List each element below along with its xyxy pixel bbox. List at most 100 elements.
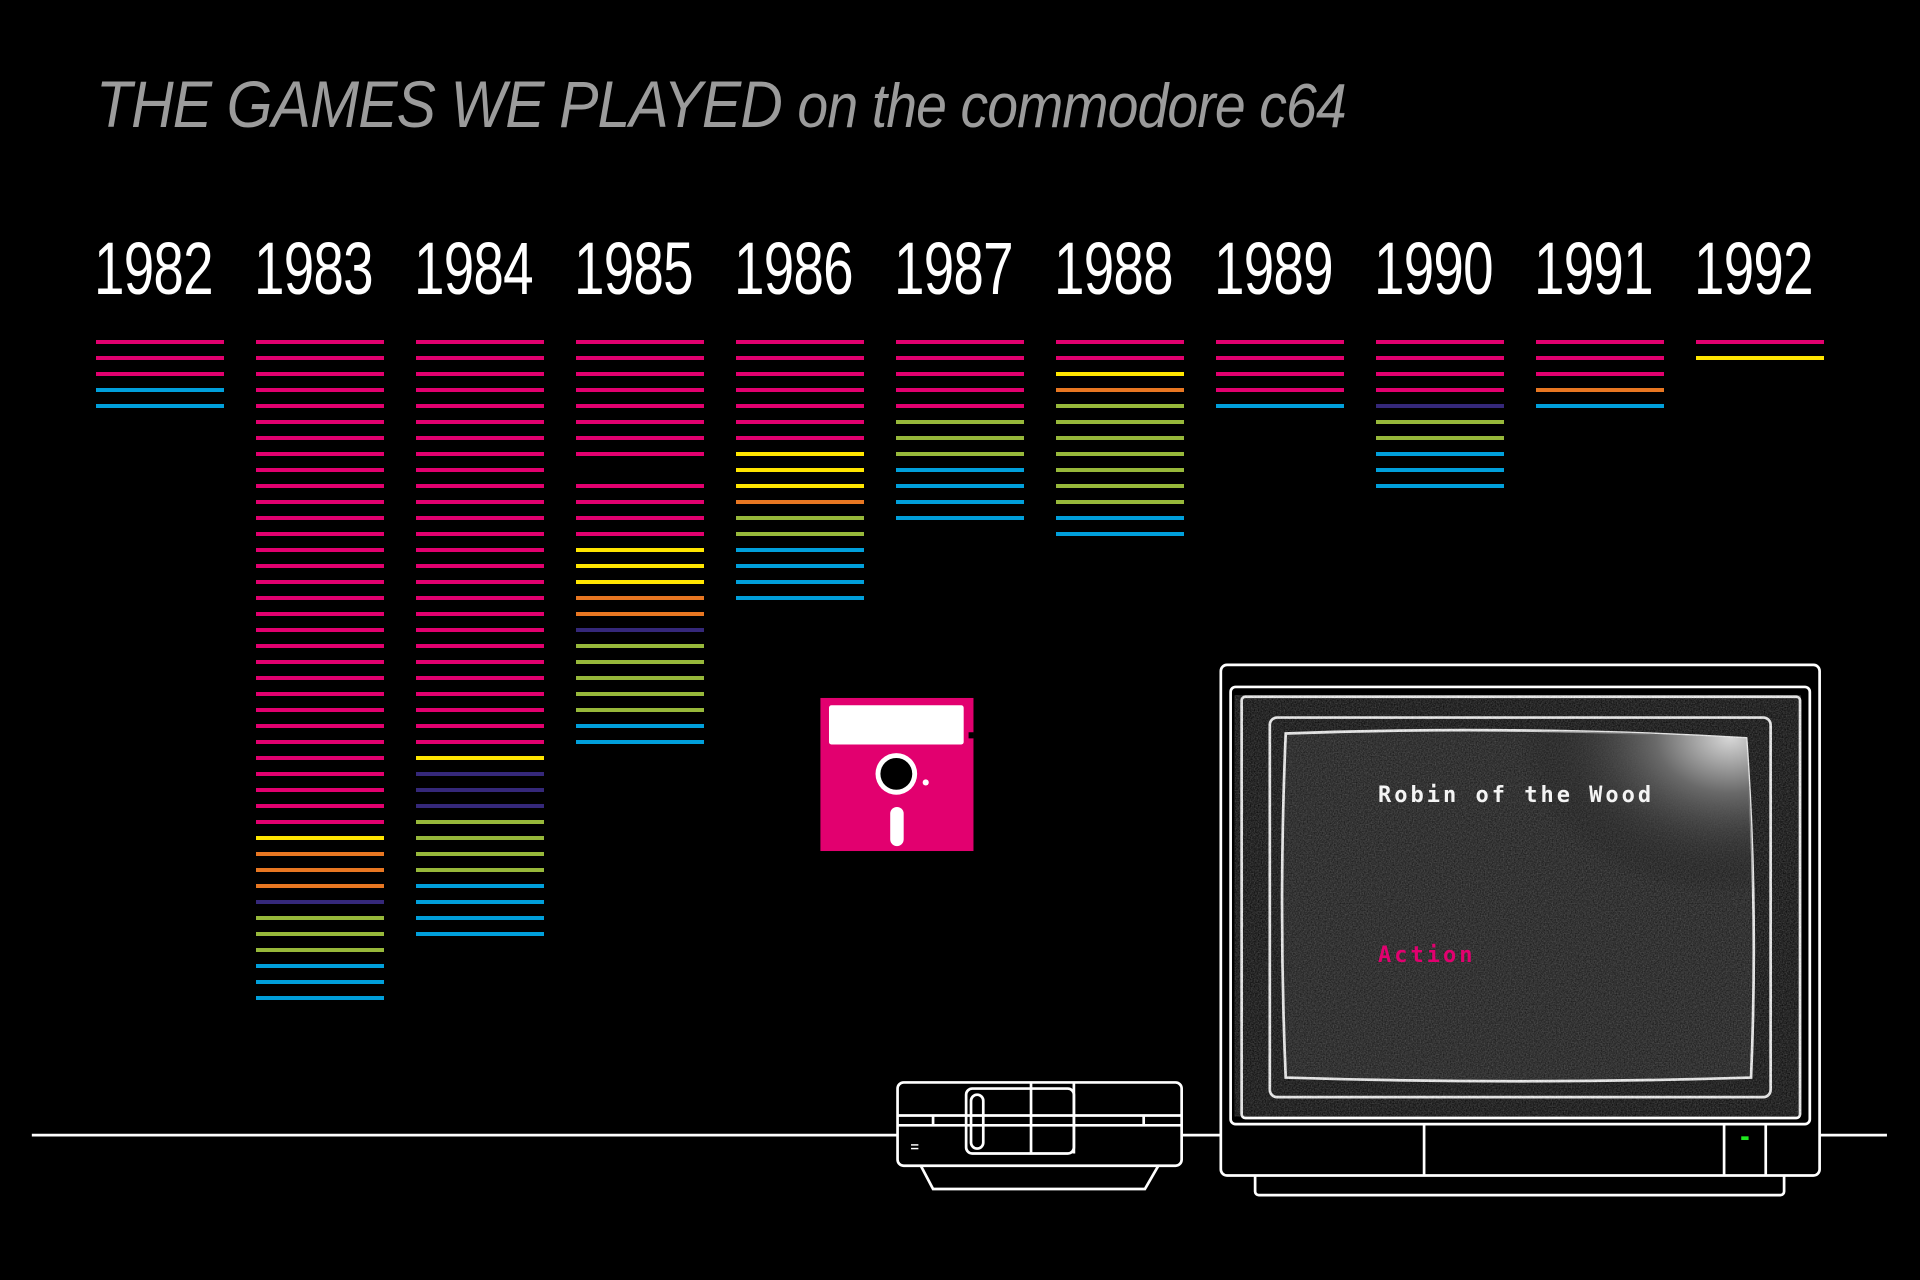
game-line-pink[interactable] [1536, 340, 1664, 344]
game-line-pink[interactable] [96, 356, 224, 360]
game-line-pink[interactable] [416, 692, 544, 696]
game-line-pink[interactable] [256, 404, 384, 408]
game-line-pink[interactable] [416, 644, 544, 648]
game-line-pink[interactable] [256, 452, 384, 456]
game-line-pink[interactable] [256, 692, 384, 696]
game-line-yellow[interactable] [736, 484, 864, 488]
game-line-green[interactable] [1056, 420, 1184, 424]
game-line-pink[interactable] [576, 484, 704, 488]
game-line-pink[interactable] [416, 612, 544, 616]
game-line-indigo[interactable] [416, 788, 544, 792]
game-line-pink[interactable] [1376, 372, 1504, 376]
game-line-pink[interactable] [1216, 388, 1344, 392]
game-line-green[interactable] [896, 420, 1024, 424]
game-line-cyan[interactable] [256, 964, 384, 968]
game-line-pink[interactable] [416, 420, 544, 424]
game-line-yellow[interactable] [736, 452, 864, 456]
game-line-pink[interactable] [576, 420, 704, 424]
game-line-green[interactable] [576, 676, 704, 680]
game-line-yellow[interactable] [1696, 356, 1824, 360]
game-line-pink[interactable] [256, 564, 384, 568]
game-line-cyan[interactable] [96, 388, 224, 392]
game-line-pink[interactable] [256, 532, 384, 536]
game-line-pink[interactable] [416, 468, 544, 472]
game-line-pink[interactable] [256, 612, 384, 616]
game-line-pink[interactable] [256, 596, 384, 600]
game-line-green[interactable] [416, 820, 544, 824]
game-line-pink[interactable] [416, 500, 544, 504]
game-line-cyan[interactable] [736, 596, 864, 600]
game-line-green[interactable] [1056, 468, 1184, 472]
game-line-pink[interactable] [416, 724, 544, 728]
game-line-pink[interactable] [416, 388, 544, 392]
game-line-pink[interactable] [416, 660, 544, 664]
game-line-pink[interactable] [256, 340, 384, 344]
game-line-pink[interactable] [416, 484, 544, 488]
game-line-green[interactable] [1056, 484, 1184, 488]
game-line-cyan[interactable] [96, 404, 224, 408]
game-line-cyan[interactable] [256, 980, 384, 984]
game-line-green[interactable] [1056, 404, 1184, 408]
game-line-pink[interactable] [1696, 340, 1824, 344]
game-line-yellow[interactable] [736, 468, 864, 472]
game-line-pink[interactable] [416, 452, 544, 456]
game-line-pink[interactable] [896, 404, 1024, 408]
game-line-pink[interactable] [256, 420, 384, 424]
game-line-cyan[interactable] [576, 740, 704, 744]
game-line-cyan[interactable] [1056, 532, 1184, 536]
game-line-pink[interactable] [576, 356, 704, 360]
game-line-pink[interactable] [576, 532, 704, 536]
game-line-green[interactable] [1056, 500, 1184, 504]
game-line-cyan[interactable] [896, 516, 1024, 520]
game-line-green[interactable] [576, 660, 704, 664]
game-line-cyan[interactable] [896, 484, 1024, 488]
game-line-cyan[interactable] [736, 564, 864, 568]
game-line-orange[interactable] [1056, 388, 1184, 392]
game-line-pink[interactable] [736, 356, 864, 360]
game-line-green[interactable] [416, 836, 544, 840]
game-line-cyan[interactable] [1376, 452, 1504, 456]
game-line-pink[interactable] [416, 548, 544, 552]
game-line-cyan[interactable] [1216, 404, 1344, 408]
game-line-pink[interactable] [256, 388, 384, 392]
game-line-cyan[interactable] [416, 884, 544, 888]
game-line-pink[interactable] [736, 420, 864, 424]
game-line-pink[interactable] [1536, 372, 1664, 376]
game-line-pink[interactable] [256, 356, 384, 360]
game-line-yellow[interactable] [576, 564, 704, 568]
game-line-green[interactable] [416, 868, 544, 872]
game-line-orange[interactable] [576, 612, 704, 616]
game-line-pink[interactable] [736, 404, 864, 408]
game-line-pink[interactable] [896, 356, 1024, 360]
game-line-pink[interactable] [256, 708, 384, 712]
game-line-pink[interactable] [416, 404, 544, 408]
game-line-indigo[interactable] [416, 772, 544, 776]
game-line-yellow[interactable] [1056, 372, 1184, 376]
game-line-pink[interactable] [256, 484, 384, 488]
game-line-orange[interactable] [576, 596, 704, 600]
game-line-pink[interactable] [416, 340, 544, 344]
game-line-pink[interactable] [576, 372, 704, 376]
game-line-green[interactable] [576, 708, 704, 712]
game-line-pink[interactable] [256, 436, 384, 440]
game-line-pink[interactable] [576, 404, 704, 408]
game-line-pink[interactable] [256, 788, 384, 792]
game-line-cyan[interactable] [736, 580, 864, 584]
game-line-yellow[interactable] [576, 580, 704, 584]
game-line-pink[interactable] [416, 580, 544, 584]
game-line-orange[interactable] [256, 852, 384, 856]
game-line-cyan[interactable] [1376, 484, 1504, 488]
game-line-pink[interactable] [576, 452, 704, 456]
game-line-pink[interactable] [1536, 356, 1664, 360]
game-line-pink[interactable] [256, 740, 384, 744]
game-line-pink[interactable] [416, 676, 544, 680]
game-line-green[interactable] [896, 452, 1024, 456]
game-line-green[interactable] [576, 644, 704, 648]
game-line-indigo[interactable] [256, 900, 384, 904]
game-line-cyan[interactable] [896, 500, 1024, 504]
game-line-pink[interactable] [256, 804, 384, 808]
game-line-green[interactable] [1056, 452, 1184, 456]
game-line-yellow[interactable] [256, 836, 384, 840]
game-line-pink[interactable] [416, 532, 544, 536]
game-line-pink[interactable] [576, 388, 704, 392]
